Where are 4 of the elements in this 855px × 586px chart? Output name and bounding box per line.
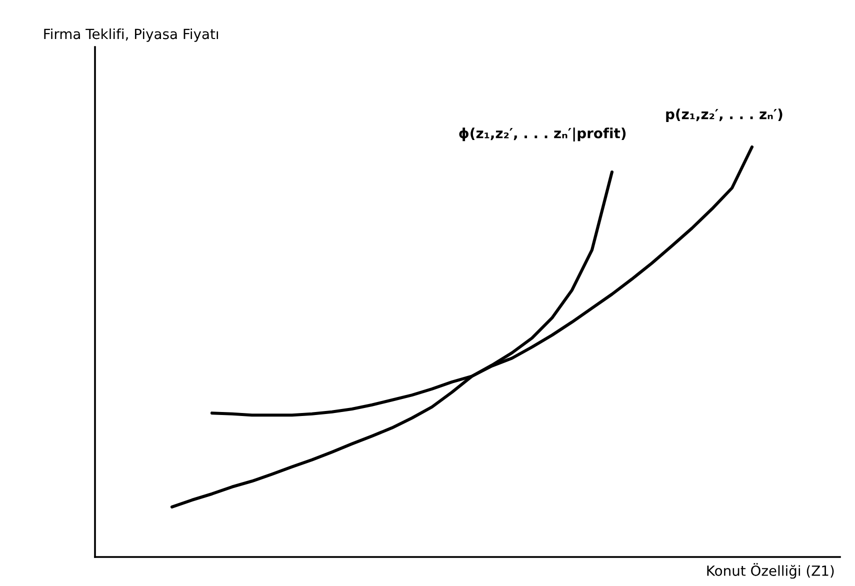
text: ϕ(z₁,z₂′, . . . zₙ′|profit) (459, 128, 626, 142)
text: Firma Teklifi, Piyasa Fiyatı (44, 28, 218, 42)
text: p(z₁,z₂′, . . . zₙ′) (666, 108, 782, 122)
x-axis-title: Konut Özelliği (Z1) (707, 563, 834, 579)
